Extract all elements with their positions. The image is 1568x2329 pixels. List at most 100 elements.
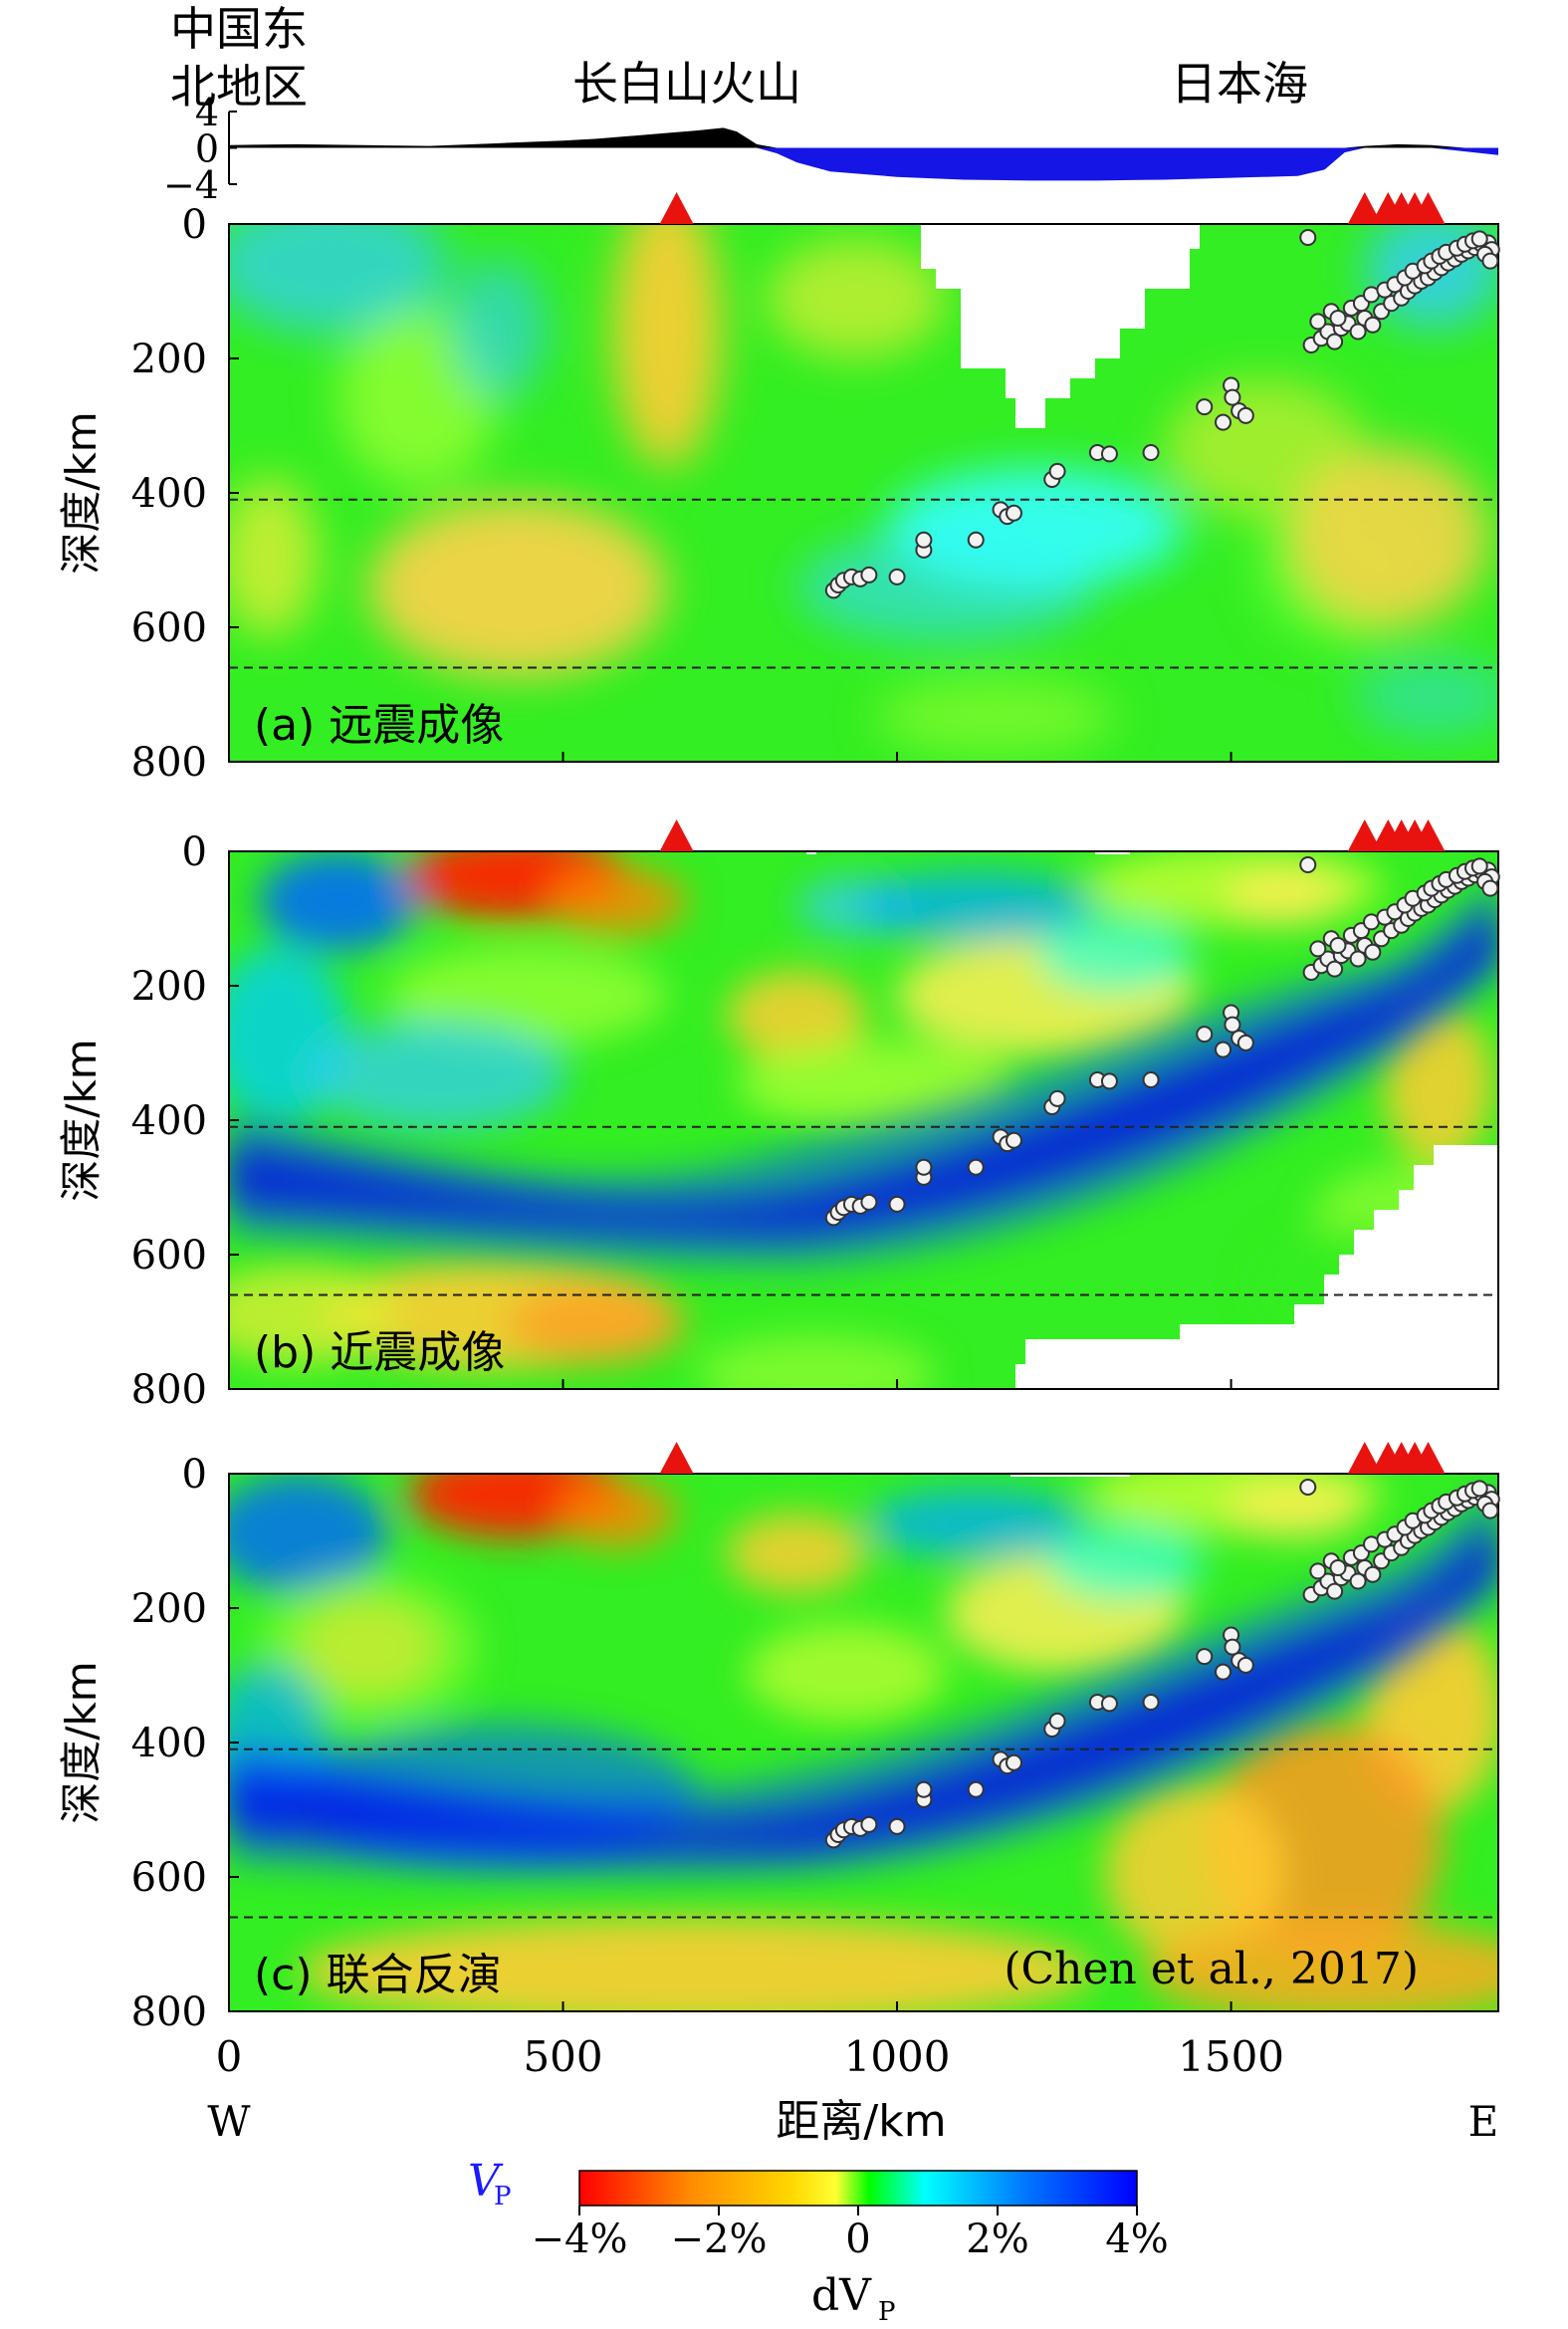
volcano-marker-0-panel-a [659,192,694,224]
colorbar-title-sub: P [494,2182,512,2212]
panel-label-b: (b) 近震成像 [254,1327,505,1378]
earthquake-point-21-panel-a [1224,388,1241,406]
earthquake-point-5-panel-b [860,1193,878,1211]
earthquake-point-17-panel-b [1142,1071,1160,1088]
volcano-marker-0-panel-c [659,1442,694,1474]
region-label-0-line-0: 中国东 [170,2,308,56]
region-label-0-line-1: 北地区 [170,60,308,114]
y-tick-label-600-panel-c: 600 [131,1855,207,1901]
region-labels: 中国东北地区长白山火山日本海日本岛 [170,2,1308,114]
earthquake-point-8-panel-a [915,531,933,549]
volcano-marker-1-panel-a [1347,192,1382,224]
panel-b-overlay: 0 200 400 600 800 深度/km (b) 近震成像 [57,819,1500,1413]
earthquake-point-24-panel-a [1299,229,1317,246]
earthquake-point-70-panel-c [1481,1502,1499,1519]
y-tick-label-0-panel-b: 0 [182,829,207,875]
x-axis: 0 500 1000 1500 W E 距离/km [207,2032,1498,2147]
earthquake-point-14-panel-a [1048,462,1066,480]
earthquake-point-31-panel-c [1349,1572,1367,1590]
x-tick-label-1000: 1000 [844,2032,951,2081]
panel-c [228,1473,1499,2012]
y-tick-label-200-panel-a: 200 [131,337,207,382]
earthquake-point-8-panel-b [915,1158,933,1176]
earthquake-point-14-panel-c [1048,1712,1066,1730]
y-axis-label-panel-c: 深度/km [57,1661,106,1823]
colorbar-tick-label-1: −2% [671,2216,768,2262]
earthquake-point-16-panel-c [1100,1695,1118,1713]
panel-a [228,223,1499,763]
earthquake-point-68-panel-b [1470,857,1488,875]
x-tick-label-500: 500 [523,2032,602,2081]
x-axis-west-label: W [207,2097,251,2146]
earthquake-point-19-panel-b [1215,1041,1232,1058]
earthquake-point-5-panel-a [860,566,878,583]
earthquake-point-18-panel-b [1196,1026,1214,1044]
earthquake-point-17-panel-a [1142,444,1160,461]
volcano-marker-5-panel-c [1411,1442,1446,1474]
colorbar-tick-label-2: 0 [845,2216,870,2262]
earthquake-point-6-panel-a [888,568,906,585]
y-tick-label-800-panel-c: 800 [131,1989,207,2035]
y-tick-label-800-panel-a: 800 [131,740,207,786]
y-tick-label-400-panel-b: 400 [131,1098,207,1144]
topography-tick-label-1: 0 [195,127,219,171]
earthquake-point-33-panel-a [1364,316,1382,334]
earthquake-point-6-panel-b [888,1195,906,1213]
earthquake-point-33-panel-b [1364,943,1382,961]
topography-tick-label-2: −4 [163,163,219,207]
earthquake-point-9-panel-a [967,531,985,549]
y-axis-label-panel-b: 深度/km [57,1039,106,1201]
x-tick-label-1500: 1500 [1178,2032,1284,2081]
earthquake-point-23-panel-a [1236,406,1254,424]
earthquake-point-18-panel-a [1196,398,1214,416]
earthquake-point-51-panel-b [1309,940,1327,958]
panel-label-a: (a) 远震成像 [254,700,504,751]
topography-land [229,127,1498,148]
earthquake-point-24-panel-b [1299,856,1317,873]
colorbar-title: V [468,2156,504,2207]
colorbar-tick-label-4: 4% [1105,2216,1168,2262]
earthquake-point-31-panel-b [1349,950,1367,968]
earthquake-point-19-panel-a [1215,413,1232,431]
y-tick-label-400-panel-a: 400 [131,471,207,517]
earthquake-point-18-panel-c [1196,1648,1214,1666]
earthquake-point-68-panel-c [1470,1480,1488,1498]
earthquake-point-33-panel-c [1364,1565,1382,1583]
colorbar-tick-label-3: 2% [966,2216,1028,2262]
earthquake-point-17-panel-c [1142,1694,1160,1711]
overlays: 0 200 400 600 800 深度/km (a) 远震成像 0 200 400 600 800 深… [57,192,1500,2035]
y-tick-label-0-panel-a: 0 [182,202,207,248]
y-tick-label-0-panel-c: 0 [182,1452,207,1498]
earthquake-point-53-panel-a [1329,310,1347,327]
y-tick-label-200-panel-b: 200 [131,964,207,1010]
colorbar: V P −4% −2% 0 2% 4% dV P [468,2156,1169,2327]
earthquake-point-70-panel-a [1481,252,1499,270]
earthquake-point-12-panel-b [1005,1131,1022,1149]
topography-tick-label-0: 4 [195,91,219,134]
volcano-marker-1-panel-c [1347,1442,1382,1474]
earthquake-point-5-panel-c [860,1815,878,1833]
earthquake-point-51-panel-a [1309,313,1327,331]
y-tick-label-600-panel-b: 600 [131,1233,207,1279]
earthquake-point-9-panel-b [967,1158,985,1176]
earthquake-point-6-panel-c [888,1817,906,1835]
earthquake-point-9-panel-c [967,1780,985,1798]
earthquake-point-23-panel-b [1236,1034,1254,1051]
earthquake-point-31-panel-a [1349,323,1367,341]
topography-profile: 40−4 [163,91,1498,207]
earthquake-point-8-panel-c [915,1780,933,1798]
earthquake-point-51-panel-c [1309,1562,1327,1580]
earthquake-point-23-panel-c [1236,1656,1254,1674]
earthquake-point-28-panel-a [1326,333,1344,350]
topography-sea [229,147,1498,181]
earthquake-point-70-panel-b [1481,879,1499,897]
volcano-marker-1-panel-b [1347,819,1382,851]
x-tick-label-0: 0 [216,2032,243,2081]
panel-b [228,850,1499,1390]
panel-label-c: (c) 联合反演 [254,1950,502,2000]
volcano-marker-0-panel-b [659,819,694,851]
earthquake-point-21-panel-b [1224,1016,1241,1034]
region-label-2: 日本海 [1171,57,1308,111]
y-tick-label-600-panel-a: 600 [131,605,207,651]
